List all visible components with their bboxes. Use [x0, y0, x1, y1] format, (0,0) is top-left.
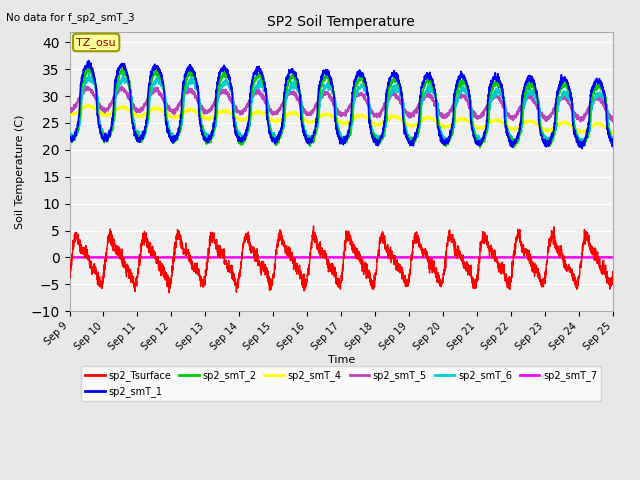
Title: SP2 Soil Temperature: SP2 Soil Temperature [268, 15, 415, 29]
X-axis label: Time: Time [328, 355, 355, 365]
Text: No data for f_sp2_smT_3: No data for f_sp2_smT_3 [6, 12, 135, 23]
Legend: sp2_Tsurface, sp2_smT_1, sp2_smT_2, sp2_smT_4, sp2_smT_5, sp2_smT_6, sp2_smT_7: sp2_Tsurface, sp2_smT_1, sp2_smT_2, sp2_… [81, 366, 601, 401]
Text: TZ_osu: TZ_osu [76, 37, 116, 48]
Y-axis label: Soil Temperature (C): Soil Temperature (C) [15, 114, 25, 228]
